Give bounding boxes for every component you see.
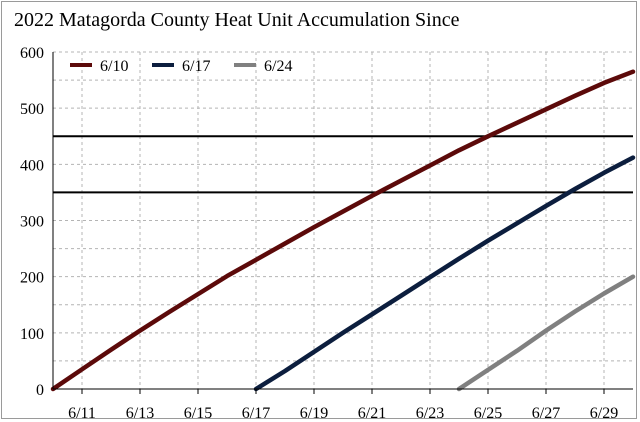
x-tick-label: 6/21	[358, 405, 386, 420]
legend-item: 6/24	[234, 58, 292, 75]
series-line-6-24	[456, 274, 636, 392]
x-tick-label: 6/25	[474, 405, 502, 420]
y-tick-label: 600	[20, 45, 44, 62]
x-tick-label: 6/15	[184, 405, 212, 420]
y-tick-label: 0	[36, 382, 44, 399]
y-tick-label: 100	[20, 326, 44, 343]
axis-layer: 0 100 200 300 400 500 600 6/11 6/13 6/15 6/17 6/19 6…	[20, 45, 633, 420]
y-tick-label: 400	[20, 157, 44, 174]
x-tick-label: 6/27	[532, 405, 560, 420]
legend-item: 6/10	[70, 58, 128, 75]
chart-title: 2022 Matagorda County Heat Unit Accumula…	[14, 9, 460, 31]
legend-item: 6/17	[152, 58, 210, 75]
y-tick-label: 300	[20, 214, 44, 231]
x-tick-label: 6/23	[416, 405, 444, 420]
x-tick-label: 6/13	[126, 405, 154, 420]
grid-layer	[53, 51, 633, 389]
reference-lines	[53, 135, 633, 194]
y-tick-label: 500	[20, 101, 44, 118]
x-tick-label: 6/29	[590, 405, 618, 420]
series-line-6-10	[50, 69, 636, 392]
legend-label: 6/17	[182, 58, 210, 75]
series-layer	[50, 69, 636, 392]
series-line-6-17	[253, 155, 636, 392]
legend-label: 6/24	[264, 58, 292, 75]
x-tick-label: 6/17	[242, 405, 270, 420]
y-tick-label: 200	[20, 270, 44, 287]
legend-label: 6/10	[100, 58, 128, 75]
legend: 6/10 6/17 6/24	[70, 58, 292, 75]
x-tick-label: 6/11	[68, 405, 96, 420]
x-tick-label: 6/19	[300, 405, 328, 420]
